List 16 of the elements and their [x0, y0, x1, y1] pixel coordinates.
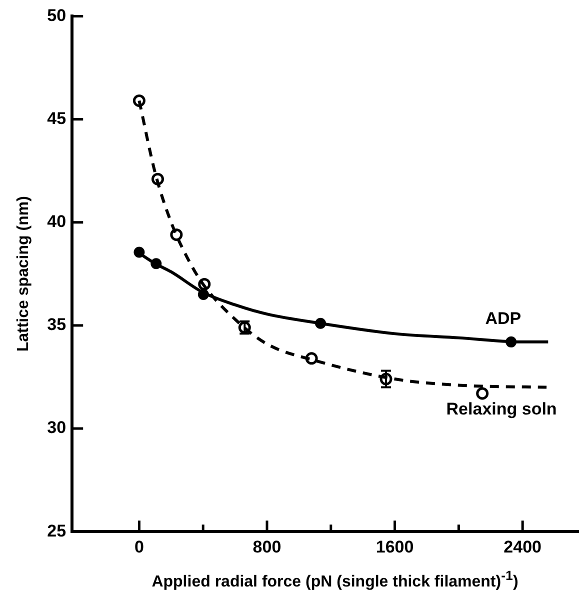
y-tick-label: 50	[47, 6, 66, 25]
y-axis-title: Lattice spacing (nm)	[15, 196, 32, 352]
point	[476, 387, 489, 400]
x-axis-title: Applied radial force (pN (single thick filament)$^{-1}$)	[150, 568, 520, 592]
series-label: Relaxing soln	[446, 399, 557, 418]
y-tick-label: 25	[47, 521, 66, 540]
x-tick-label: 1600	[376, 537, 414, 556]
y-tick-label: 40	[47, 212, 66, 232]
x-tick-label: 800	[252, 537, 282, 556]
series-label: ADP	[485, 309, 522, 328]
x-tick-label: 0	[134, 537, 144, 556]
y-tick-label: 35	[47, 315, 66, 334]
y-tick-label: 30	[47, 418, 66, 438]
point	[170, 228, 183, 241]
x-tick-label: 2400	[504, 537, 542, 556]
y-tick-label: 45	[47, 108, 66, 128]
